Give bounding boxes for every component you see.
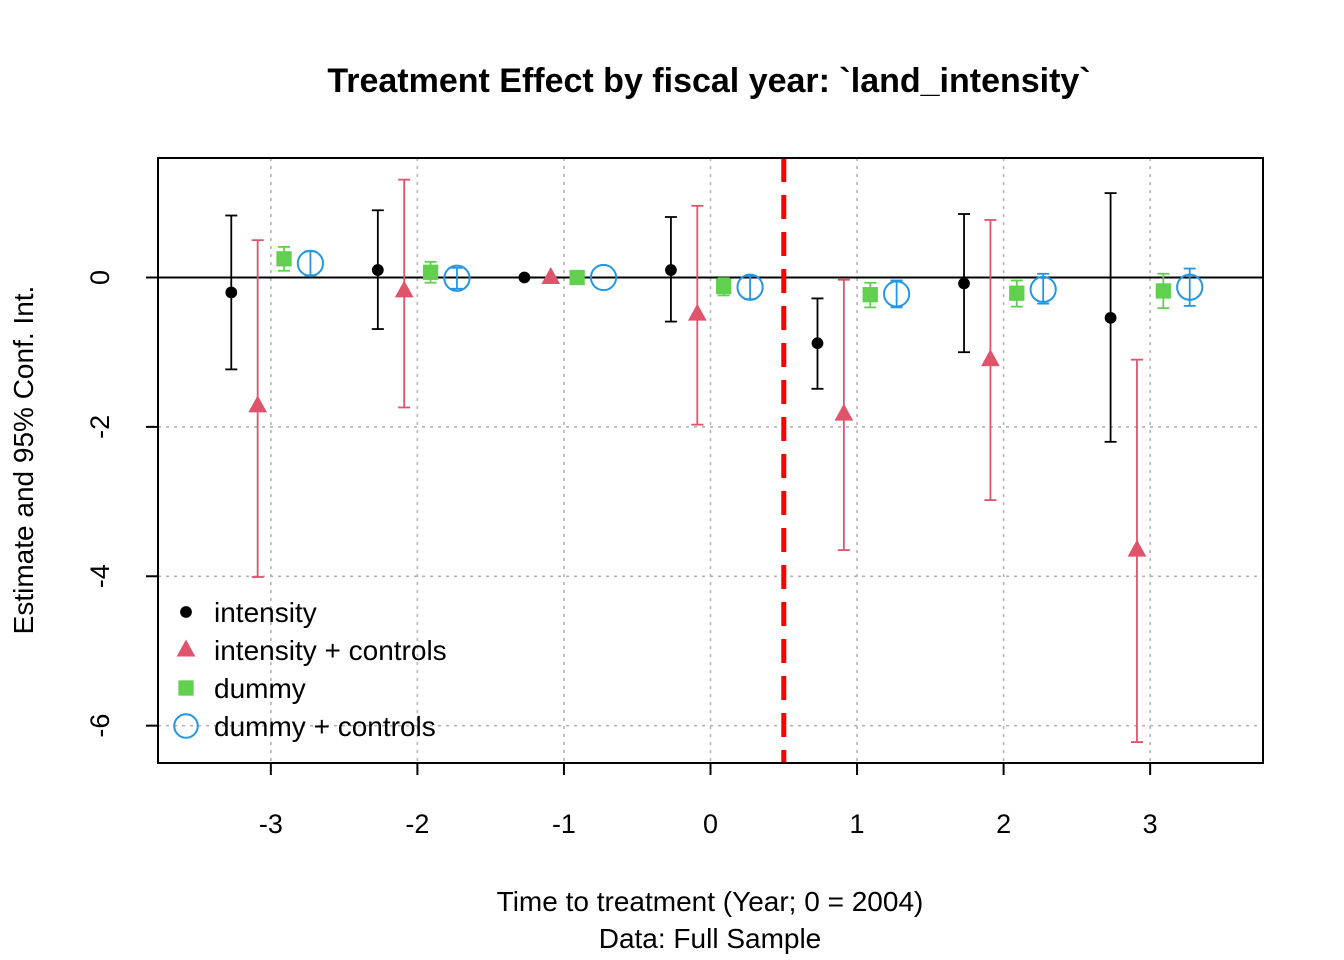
legend-item: intensity — [180, 597, 317, 628]
data-point — [834, 403, 854, 421]
series-intensity-controls — [248, 178, 1147, 743]
x-axis-label: Time to treatment (Year; 0 = 2004) — [497, 886, 924, 917]
x-tick-label: 0 — [703, 809, 718, 839]
data-point — [541, 266, 561, 284]
x-tick-label: -2 — [405, 809, 429, 839]
data-point — [862, 287, 878, 303]
data-point — [394, 280, 414, 298]
legend-marker — [176, 639, 196, 657]
data-point — [1155, 283, 1171, 299]
data-point — [687, 303, 707, 321]
legend-item: intensity + controls — [176, 635, 447, 666]
data-point — [811, 337, 824, 350]
data-point — [371, 264, 384, 276]
chart-title: Treatment Effect by fiscal year: `land_i… — [327, 62, 1090, 100]
data-point — [883, 280, 911, 308]
legend-label: dummy + controls — [214, 711, 436, 742]
x-tick-label: -1 — [552, 809, 576, 839]
data-point — [736, 273, 764, 301]
data-point — [248, 395, 268, 413]
x-tick-label: 2 — [996, 809, 1011, 839]
y-tick-label: 0 — [85, 270, 115, 285]
series-dummy — [276, 245, 1171, 310]
data-point — [276, 251, 292, 267]
data-point — [1009, 285, 1025, 301]
data-point — [1127, 539, 1147, 557]
legend-label: dummy — [214, 673, 306, 704]
axes: -3 -2 -1 0 1 2 3 0 -2 -4 -6 — [85, 157, 1264, 839]
data-point — [1104, 311, 1117, 324]
legend-label: intensity — [214, 597, 317, 628]
grid — [158, 158, 1263, 763]
data-point — [716, 278, 732, 295]
x-tick-label: 1 — [850, 809, 865, 839]
chart-subtitle: Data: Full Sample — [599, 923, 822, 954]
data-point — [1029, 275, 1057, 304]
data-point — [981, 349, 1000, 367]
data-point — [569, 269, 585, 286]
y-tick-label: -4 — [85, 564, 115, 588]
data-point — [296, 249, 325, 277]
data-point — [665, 264, 677, 276]
y-tick-label: -6 — [85, 714, 115, 738]
legend-marker — [178, 680, 194, 696]
y-tick-label: -2 — [85, 415, 115, 439]
legend-marker — [180, 606, 192, 618]
data-point — [1176, 273, 1204, 301]
data-point — [225, 286, 238, 299]
legend-item: dummy — [178, 673, 306, 704]
series-dummy-controls — [296, 249, 1204, 309]
data-point — [422, 264, 439, 280]
series-intensity — [225, 192, 1117, 443]
series-group — [225, 178, 1204, 743]
y-axis-label: Estimate and 95% Conf. Int. — [8, 286, 39, 635]
data-point — [443, 264, 471, 292]
x-tick-label: 3 — [1143, 809, 1158, 839]
data-point — [589, 263, 618, 292]
legend-marker — [173, 713, 199, 739]
legend-label: intensity + controls — [214, 635, 447, 666]
reference-lines — [158, 158, 1263, 763]
data-point — [958, 277, 970, 290]
legend-item: dummy + controls — [173, 711, 436, 742]
x-tick-label: -3 — [259, 809, 283, 839]
data-point — [518, 271, 531, 284]
legend: intensity intensity + controls dummy dummy … — [173, 597, 447, 742]
